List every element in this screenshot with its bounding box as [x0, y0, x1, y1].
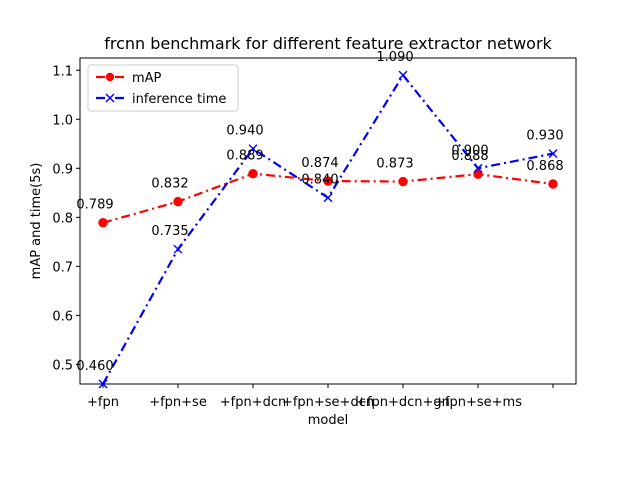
x-tick-label: +fpn [87, 395, 119, 410]
legend-box [87, 64, 239, 112]
data-point [248, 144, 258, 154]
data-label: 0.789 [76, 198, 113, 213]
data-point [248, 168, 258, 179]
y-tick-label: 0.6 [52, 309, 73, 324]
x-tick-label: +fpn+se+ms [434, 395, 522, 410]
data-point [98, 379, 108, 389]
y-tick-label: 1.0 [52, 113, 73, 128]
legend-marker-0 [105, 72, 115, 82]
data-labels: 0.789 0.832 0.889 0.874 0.873 0.888 0.868 0.460… [76, 50, 563, 374]
data-label: 0.930 [526, 129, 563, 144]
data-label: 0.940 [226, 124, 263, 139]
data-point [173, 244, 183, 254]
x-tick-label: +fpn+se [149, 395, 207, 410]
data-point [473, 163, 483, 173]
data-label: 0.874 [301, 156, 338, 171]
y-tick-label: 1.1 [52, 64, 73, 79]
y-axis: 0.5 0.6 0.7 0.8 0.9 1.0 1.1 [52, 64, 80, 373]
data-label: 0.868 [526, 159, 563, 174]
data-point [323, 176, 333, 186]
x-axis-label: model [308, 413, 348, 428]
x-tick-label: +fpn+dcn [220, 395, 287, 410]
x-tick-label: +fpn+dcn+gn [356, 395, 450, 410]
y-axis-label: mAP and time(5s) [29, 163, 44, 280]
data-point [98, 218, 108, 228]
data-label: 0.873 [376, 157, 413, 172]
data-point [398, 70, 408, 80]
data-label: 0.460 [76, 359, 113, 374]
chart-title: frcnn benchmark for different feature ex… [104, 34, 552, 53]
data-label: 0.889 [226, 149, 263, 164]
data-point [548, 149, 558, 159]
legend-label: mAP [132, 71, 162, 86]
y-tick-label: 0.5 [52, 358, 73, 373]
y-tick-label: 0.7 [52, 260, 73, 275]
data-label: 0.840 [301, 173, 338, 188]
data-point [548, 179, 558, 189]
legend-label: inference time [132, 92, 226, 107]
legend-marker-1 [105, 93, 115, 103]
data-label: 0.735 [151, 224, 188, 239]
legend: mAP inference time [87, 64, 239, 112]
y-tick-label: 0.9 [52, 162, 73, 177]
y-tick-label: 0.8 [52, 211, 73, 226]
x-axis: +fpn +fpn+se +fpn+dcn+fpn+se+dcn+fpn+dcn+g… [87, 384, 554, 410]
data-point [398, 176, 408, 187]
data-point [323, 193, 333, 203]
data-label: 1.090 [376, 50, 413, 65]
x-tick-label: +fpn+se+dcn [282, 395, 374, 410]
data-label: 0.832 [151, 177, 188, 192]
data-point [473, 169, 483, 179]
data-label: 0.888 [451, 149, 488, 164]
series-layer [98, 70, 558, 389]
data-point [173, 196, 183, 207]
data-label: 0.900 [451, 143, 488, 158]
